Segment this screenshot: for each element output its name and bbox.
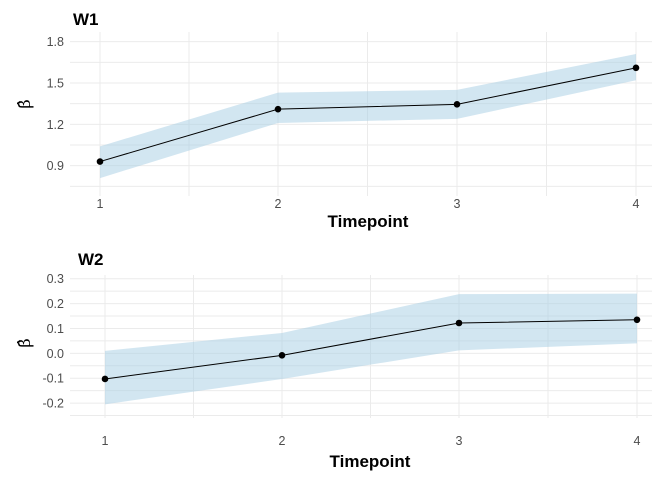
y-tick-label: 0.2 bbox=[47, 297, 64, 311]
x-tick-label: 1 bbox=[102, 434, 109, 448]
x-axis-title: Timepoint bbox=[328, 212, 409, 231]
data-point bbox=[274, 105, 282, 113]
y-tick-label: 1.8 bbox=[47, 35, 64, 49]
data-point bbox=[278, 352, 286, 359]
y-tick-label: 1.5 bbox=[47, 76, 64, 90]
x-tick-label: 1 bbox=[97, 197, 104, 211]
panel-title: W1 bbox=[73, 10, 99, 29]
x-tick-label: 2 bbox=[279, 434, 286, 448]
y-tick-label: 0.3 bbox=[47, 272, 64, 286]
data-point bbox=[632, 64, 640, 72]
y-tick-label: 0.9 bbox=[47, 159, 64, 173]
y-tick-label: 1.2 bbox=[47, 118, 64, 132]
data-point bbox=[453, 101, 461, 108]
x-tick-label: 2 bbox=[275, 197, 282, 211]
y-tick-label: 0.1 bbox=[47, 322, 64, 336]
series-line bbox=[99, 67, 637, 163]
y-axis-title: β̂ bbox=[15, 338, 34, 347]
confidence-ribbon bbox=[100, 54, 636, 179]
x-axis-title: Timepoint bbox=[330, 452, 411, 471]
data-point bbox=[96, 158, 104, 165]
y-axis-title: β̂ bbox=[15, 99, 34, 108]
x-tick-label: 3 bbox=[454, 197, 461, 211]
series-line bbox=[104, 319, 638, 380]
panel-title: W2 bbox=[78, 250, 104, 269]
x-tick-label: 4 bbox=[633, 197, 640, 211]
panel-w1: 0.9 1.2 1.5 1.8 1 2 3 4 W1 Timepoint β̂ bbox=[15, 10, 652, 231]
x-tick-label: 3 bbox=[456, 434, 463, 448]
y-tick-label: -0.2 bbox=[42, 397, 64, 411]
confidence-ribbon bbox=[105, 293, 637, 405]
y-tick-label: -0.1 bbox=[42, 372, 64, 386]
data-point bbox=[101, 375, 109, 383]
y-tick-label: 0.0 bbox=[47, 347, 64, 361]
data-point bbox=[633, 316, 641, 324]
panel-w2: -0.2 -0.1 0.0 0.1 0.2 0.3 1 2 3 4 W2 Timepoint β̂ bbox=[15, 250, 652, 471]
x-tick-label: 4 bbox=[634, 434, 641, 448]
data-point bbox=[455, 319, 463, 327]
